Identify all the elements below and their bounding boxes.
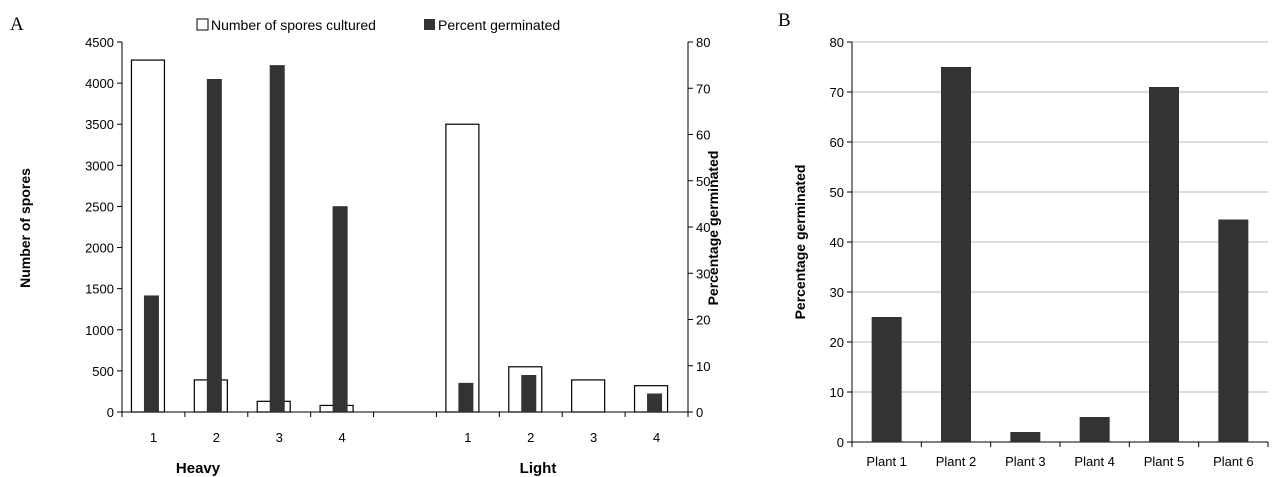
bar-plant — [941, 67, 971, 442]
legend-swatch-spores — [196, 18, 209, 31]
bar-percent-germinated — [143, 295, 159, 412]
y-tick-label: 3500 — [85, 117, 114, 132]
y2-tick-label: 20 — [696, 313, 710, 328]
chart-a-y2-axis-title: Percentage germinated — [705, 151, 721, 306]
x-tick-label: 2 — [527, 430, 534, 445]
bar-plant — [1079, 417, 1110, 442]
legend-swatch-germinated — [424, 19, 435, 30]
x-tick-label: 4 — [653, 430, 660, 445]
x-tick-label: 3 — [276, 430, 283, 445]
y2-tick-label: 10 — [696, 359, 710, 374]
x-tick-label: 3 — [590, 430, 597, 445]
bar-percent-germinated — [206, 79, 222, 412]
y-tick-label: 50 — [830, 185, 844, 200]
y-tick-label: 20 — [830, 335, 844, 350]
x-tick-label: Plant 1 — [866, 454, 906, 469]
x-tick-label: Plant 2 — [936, 454, 976, 469]
y-tick-label: 0 — [837, 435, 844, 450]
panel-a-letter: A — [10, 14, 24, 35]
y-tick-label: 80 — [830, 35, 844, 50]
y2-tick-label: 50 — [696, 174, 710, 189]
y-tick-label: 40 — [830, 235, 844, 250]
y-tick-label: 500 — [92, 364, 114, 379]
group-label-light: Light — [520, 460, 557, 477]
x-tick-label: Plant 6 — [1213, 454, 1253, 469]
bar-spores-cultured — [445, 123, 480, 413]
y-tick-label: 2500 — [85, 199, 114, 214]
bar-percent-germinated — [269, 65, 285, 412]
y-tick-label: 70 — [830, 85, 844, 100]
chart-b-y-axis-title: Percentage germinated — [792, 165, 808, 320]
bar-percent-germinated — [332, 206, 348, 412]
bar-plant — [871, 317, 902, 442]
bar-percent-germinated — [521, 375, 537, 412]
bar-plant — [1218, 219, 1249, 442]
chart-b: Percentage germinated 0 10 20 30 40 50 60 70 80 P… — [792, 35, 1269, 469]
x-tick-label: Plant 5 — [1144, 454, 1184, 469]
y-tick-label: 0 — [107, 405, 114, 420]
bar-percent-germinated — [647, 393, 663, 412]
y-tick-label: 30 — [830, 285, 844, 300]
y-tick-label: 60 — [830, 135, 844, 150]
y-tick-label: 10 — [830, 385, 844, 400]
y-tick-label: 4500 — [85, 35, 114, 50]
bar-percent-germinated — [458, 382, 474, 412]
y-tick-label: 1500 — [85, 282, 114, 297]
y-tick-label: 1000 — [85, 323, 114, 338]
y2-tick-label: 70 — [696, 81, 710, 96]
y2-tick-label: 80 — [696, 35, 710, 50]
chart-a-legend: Number of spores cultured Percent germin… — [196, 17, 560, 33]
chart-a-y-axis-title: Number of spores — [17, 168, 33, 288]
legend-label-spores: Number of spores cultured — [211, 17, 376, 33]
y-tick-label: 4000 — [85, 76, 114, 91]
y2-tick-label: 40 — [696, 220, 710, 235]
bar-plant — [1010, 432, 1041, 442]
y-tick-label: 2000 — [85, 241, 114, 256]
chart-a: Number of spores cultured Percent germin… — [17, 17, 721, 477]
panel-b-letter: B — [778, 10, 791, 31]
y2-tick-label: 30 — [696, 266, 710, 281]
bar-plant — [1149, 87, 1179, 442]
y-tick-label: 3000 — [85, 158, 114, 173]
x-tick-label: Plant 3 — [1005, 454, 1045, 469]
x-tick-label: 2 — [213, 430, 220, 445]
x-tick-label: 4 — [338, 430, 345, 445]
y2-tick-label: 0 — [696, 405, 703, 420]
x-tick-label: Plant 4 — [1074, 454, 1114, 469]
group-label-heavy: Heavy — [176, 460, 221, 477]
y2-tick-label: 60 — [696, 128, 710, 143]
legend-label-germinated: Percent germinated — [438, 17, 560, 33]
x-tick-label: 1 — [150, 430, 157, 445]
bar-spores-cultured — [571, 379, 606, 413]
x-tick-label: 1 — [464, 430, 471, 445]
